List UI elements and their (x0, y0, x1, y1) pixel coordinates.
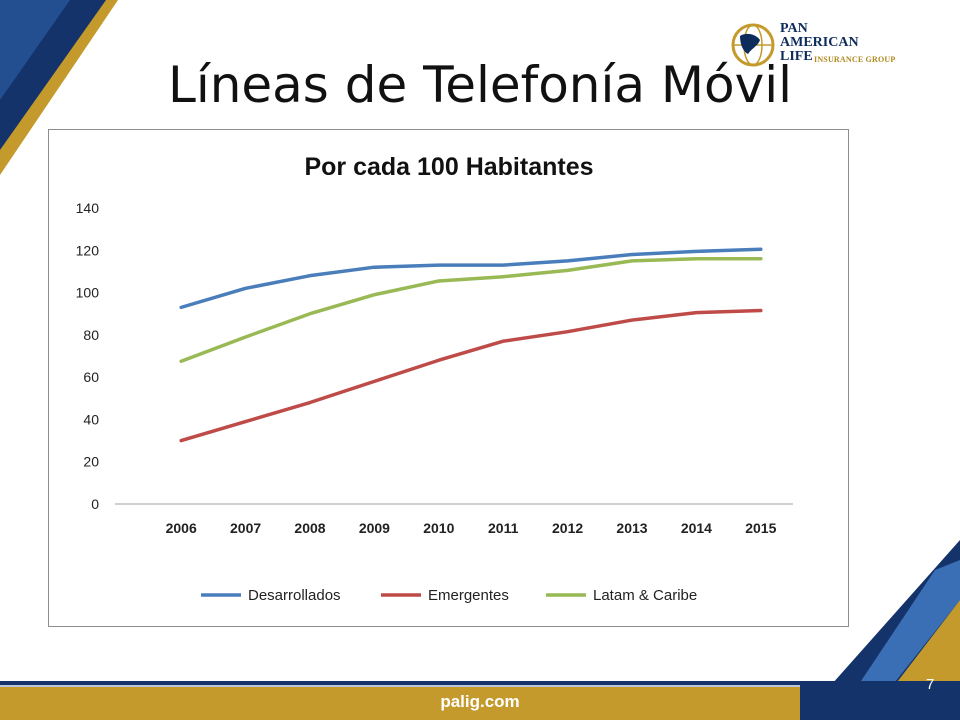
footer-navy-band (800, 681, 960, 720)
x-tick-label: 2014 (681, 520, 712, 536)
x-tick-label: 2015 (745, 520, 776, 536)
chart-frame: Por cada 100 Habitantes 0 20 40 60 80 100 120 1… (48, 129, 849, 627)
y-tick-label: 40 (83, 411, 99, 427)
logo-line-american: AMERICAN (780, 35, 859, 50)
y-tick-label: 20 (83, 454, 99, 470)
x-tick-label: 2013 (616, 520, 647, 536)
footer-url[interactable]: palig.com (440, 692, 520, 711)
series-line-2 (179, 256, 763, 364)
y-tick-label: 100 (76, 285, 100, 301)
logo-line-life: LIFE (780, 49, 813, 64)
y-tick-label: 60 (83, 369, 99, 385)
x-tick-label: 2007 (230, 520, 261, 536)
legend-label: Emergentes (428, 587, 509, 604)
page-number: 7 (926, 676, 935, 693)
footer-line-navy (0, 681, 960, 685)
top-left-blue-stripe (0, 0, 70, 100)
x-tick-label: 2009 (359, 520, 390, 536)
y-tick-label: 140 (76, 200, 100, 216)
line-chart: Por cada 100 Habitantes 0 20 40 60 80 100 120 1… (76, 153, 793, 604)
bottom-right-blue-stripe (835, 560, 960, 720)
slide-title: Líneas de Telefonía Móvil (167, 56, 793, 114)
x-tick-label: 2008 (294, 520, 325, 536)
logo-line-pan: PAN (780, 21, 808, 36)
legend-label: Desarrollados (248, 587, 341, 604)
y-axis-ticks: 0 20 40 60 80 100 120 140 (76, 200, 100, 512)
x-tick-label: 2010 (423, 520, 454, 536)
footer-line-light (0, 685, 960, 687)
series-lines (179, 247, 763, 443)
logo-line-insurance-group: INSURANCE GROUP (814, 55, 896, 64)
x-tick-label: 2012 (552, 520, 583, 536)
series-line-0 (179, 247, 763, 310)
y-tick-label: 80 (83, 327, 99, 343)
legend-label: Latam & Caribe (593, 587, 697, 604)
globe-icon (731, 23, 775, 67)
series-line-1 (179, 308, 763, 443)
x-tick-label: 2006 (166, 520, 197, 536)
chart-title: Por cada 100 Habitantes (304, 153, 593, 181)
legend: Desarrollados Emergentes Latam & Caribe (201, 587, 697, 604)
y-tick-label: 120 (76, 242, 100, 258)
logo-wordmark: PAN AMERICAN LIFE (780, 22, 859, 64)
x-tick-label: 2011 (488, 520, 519, 536)
company-logo: PAN AMERICAN LIFE INSURANCE GROUP (730, 22, 920, 68)
x-axis-ticks: 2006 2007 2008 2009 2010 2011 2012 2013 2014 2015 (166, 520, 777, 536)
y-tick-label: 0 (91, 496, 99, 512)
